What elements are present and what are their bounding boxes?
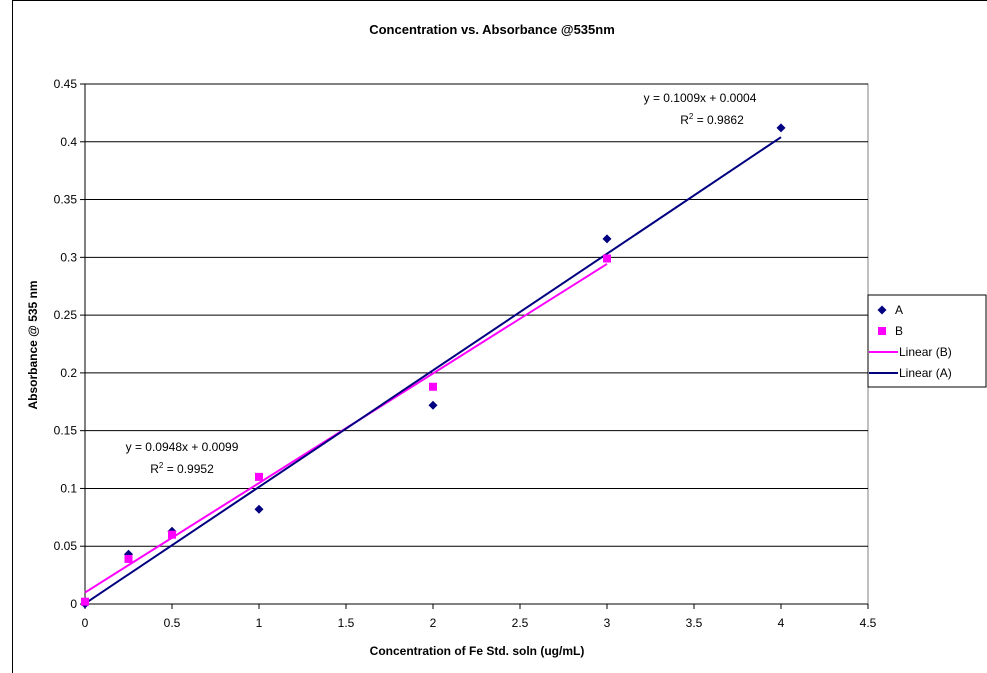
legend-marker <box>878 327 886 335</box>
y-tick-label: 0.15 <box>54 424 78 438</box>
y-tick-label: 0 <box>70 597 77 611</box>
y-tick-label: 0.45 <box>54 77 78 91</box>
legend-label: A <box>895 303 903 317</box>
y-tick-label: 0.05 <box>54 539 78 553</box>
point <box>603 254 611 263</box>
point <box>429 382 437 391</box>
r-squared-sup: 2 <box>689 112 694 121</box>
y-tick-label: 0.4 <box>60 135 77 149</box>
x-tick-label: 2 <box>430 616 437 630</box>
r-squared-value: = 0.9952 <box>163 462 214 476</box>
trendline <box>84 136 782 605</box>
point <box>254 504 264 514</box>
x-tick-label: 4 <box>778 616 785 630</box>
x-axis-label: Concentration of Fe Std. soln (ug/mL) <box>370 644 585 658</box>
y-tick-label: 0.25 <box>54 308 78 322</box>
plot-area <box>84 83 869 605</box>
x-tick-label: 1.5 <box>338 616 355 630</box>
y-tick-label: 0.3 <box>60 250 77 264</box>
x-tick-label: 4.5 <box>860 616 877 630</box>
r-squared-value: = 0.9862 <box>693 113 744 127</box>
x-tick-label: 3.5 <box>686 616 703 630</box>
legend-label: B <box>895 324 903 338</box>
point <box>124 554 133 563</box>
point <box>776 123 786 133</box>
legend-label: Linear (B) <box>899 345 952 359</box>
legend-label: Linear (A) <box>899 366 952 380</box>
legend <box>867 294 987 388</box>
y-tick-label: 0.1 <box>60 481 77 495</box>
y-tick-label: 0.2 <box>60 366 77 380</box>
y-axis-label: Absorbance @ 535 nm <box>26 280 40 409</box>
x-tick-label: 1 <box>256 616 263 630</box>
x-tick-label: 0.5 <box>164 616 181 630</box>
chart-title: Concentration vs. Absorbance @535nm <box>369 22 615 37</box>
r-squared-base: R <box>680 113 689 127</box>
trendline-equation: y = 0.0948x + 0.0099 <box>126 440 239 454</box>
point <box>255 472 263 481</box>
r-squared: R2 = 0.9862 <box>680 112 744 127</box>
point <box>428 400 438 410</box>
x-tick-label: 2.5 <box>512 616 529 630</box>
y-tick-label: 0.35 <box>54 193 78 207</box>
x-tick-label: 3 <box>604 616 611 630</box>
x-tick-label: 0 <box>82 616 89 630</box>
legend-marker <box>877 305 887 315</box>
r-squared-base: R <box>150 462 159 476</box>
point <box>81 597 89 606</box>
point <box>602 234 612 244</box>
trendline-equation: y = 0.1009x + 0.0004 <box>644 91 757 105</box>
r-squared-sup: 2 <box>159 461 164 470</box>
r-squared: R2 = 0.9952 <box>150 461 214 476</box>
point <box>168 530 176 539</box>
